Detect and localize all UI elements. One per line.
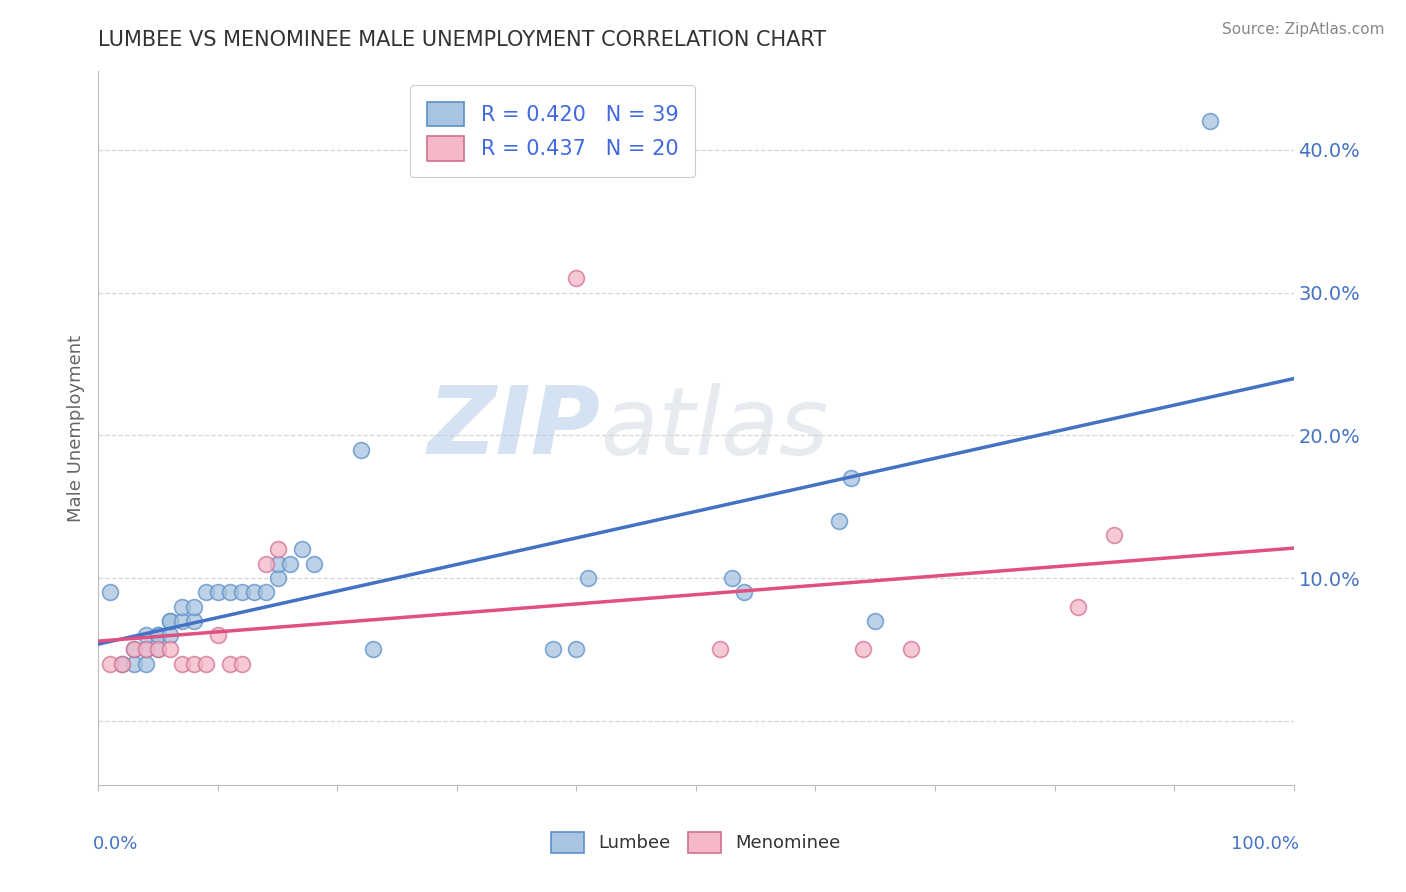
Point — [172, 657, 194, 671]
Point — [124, 642, 146, 657]
Point — [852, 642, 875, 657]
Point — [124, 657, 146, 671]
Legend: Lumbee, Menominee: Lumbee, Menominee — [543, 822, 849, 862]
Point — [1104, 528, 1126, 542]
Point — [207, 628, 229, 642]
Point — [219, 657, 242, 671]
Point — [172, 614, 194, 628]
Point — [172, 599, 194, 614]
Point — [148, 628, 170, 642]
Text: atlas: atlas — [600, 383, 828, 474]
Point — [159, 614, 181, 628]
Y-axis label: Male Unemployment: Male Unemployment — [66, 334, 84, 522]
Point — [159, 614, 181, 628]
Point — [267, 557, 290, 571]
Point — [183, 657, 205, 671]
Point — [254, 585, 277, 599]
Text: 0.0%: 0.0% — [93, 835, 138, 853]
Point — [183, 614, 205, 628]
Point — [254, 557, 277, 571]
Point — [135, 642, 157, 657]
Point — [267, 542, 290, 557]
Point — [98, 585, 122, 599]
Point — [1067, 599, 1090, 614]
Point — [111, 657, 134, 671]
Point — [195, 585, 218, 599]
Point — [302, 557, 325, 571]
Point — [900, 642, 922, 657]
Text: Source: ZipAtlas.com: Source: ZipAtlas.com — [1222, 22, 1385, 37]
Point — [98, 657, 122, 671]
Point — [135, 642, 157, 657]
Point — [541, 642, 564, 657]
Point — [135, 657, 157, 671]
Point — [709, 642, 731, 657]
Point — [565, 642, 588, 657]
Point — [219, 585, 242, 599]
Point — [135, 628, 157, 642]
Point — [243, 585, 266, 599]
Point — [159, 642, 181, 657]
Point — [363, 642, 385, 657]
Point — [565, 271, 588, 285]
Text: LUMBEE VS MENOMINEE MALE UNEMPLOYMENT CORRELATION CHART: LUMBEE VS MENOMINEE MALE UNEMPLOYMENT CO… — [98, 30, 827, 50]
Point — [183, 599, 205, 614]
Point — [148, 642, 170, 657]
Point — [865, 614, 887, 628]
Point — [231, 585, 253, 599]
Point — [124, 642, 146, 657]
Point — [159, 628, 181, 642]
Point — [733, 585, 755, 599]
Point — [111, 657, 134, 671]
Point — [841, 471, 863, 485]
Text: ZIP: ZIP — [427, 382, 600, 475]
Point — [578, 571, 600, 585]
Point — [207, 585, 229, 599]
Point — [350, 442, 373, 457]
Point — [828, 514, 851, 528]
Point — [721, 571, 744, 585]
Point — [278, 557, 301, 571]
Point — [291, 542, 314, 557]
Point — [148, 642, 170, 657]
Text: 100.0%: 100.0% — [1232, 835, 1299, 853]
Point — [195, 657, 218, 671]
Point — [231, 657, 253, 671]
Point — [1199, 114, 1222, 128]
Point — [148, 628, 170, 642]
Point — [267, 571, 290, 585]
